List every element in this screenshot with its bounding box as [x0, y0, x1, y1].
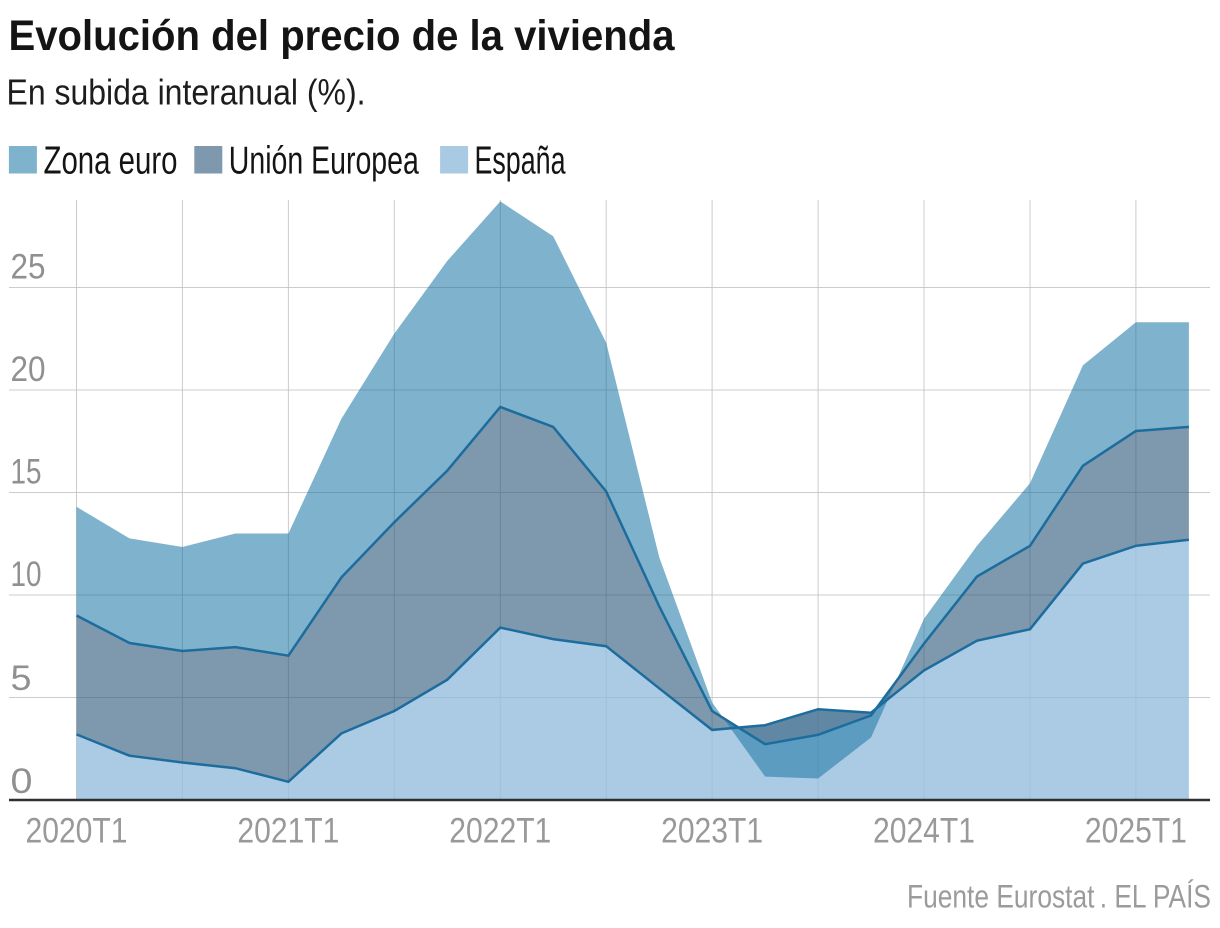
- svg-text:2025T1: 2025T1: [1085, 811, 1187, 850]
- svg-text:10: 10: [11, 555, 42, 594]
- svg-text:España: España: [475, 140, 566, 183]
- svg-text:2021T1: 2021T1: [237, 811, 339, 850]
- svg-text:Zona euro: Zona euro: [44, 140, 178, 183]
- svg-text:En subida interanual (%).: En subida interanual (%).: [7, 71, 366, 112]
- svg-text:0: 0: [11, 762, 33, 801]
- svg-text:Fuente Eurostat . EL PAÍS: Fuente Eurostat . EL PAÍS: [907, 879, 1211, 915]
- svg-text:2023T1: 2023T1: [661, 811, 763, 850]
- svg-text:5: 5: [11, 659, 32, 698]
- svg-text:2022T1: 2022T1: [449, 811, 551, 850]
- svg-text:20: 20: [11, 350, 46, 389]
- svg-text:2024T1: 2024T1: [873, 811, 975, 850]
- svg-text:15: 15: [11, 453, 42, 492]
- svg-text:25: 25: [11, 248, 46, 287]
- svg-text:Evolución del precio de la viv: Evolución del precio de la vivienda: [9, 12, 676, 60]
- svg-text:Unión Europea: Unión Europea: [229, 140, 419, 183]
- svg-text:2020T1: 2020T1: [26, 811, 128, 850]
